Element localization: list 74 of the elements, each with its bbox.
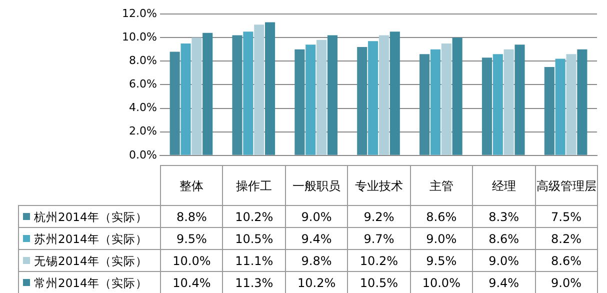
data-label: 10.5%: [222, 227, 286, 250]
bar: [378, 35, 389, 155]
bar: [555, 58, 566, 155]
bar: [180, 43, 191, 155]
data-label: 10.2%: [284, 271, 348, 293]
data-label: 9.0%: [534, 271, 598, 293]
bar: [265, 22, 276, 155]
bar: [390, 32, 400, 155]
data-label: 11.1%: [222, 249, 286, 272]
data-label: 9.0%: [284, 205, 348, 228]
legend-label: 苏州2014年（实际）: [34, 232, 148, 246]
x-tick-label: 操作工: [222, 165, 286, 206]
bar: [306, 44, 316, 155]
bar: [504, 49, 514, 155]
y-tick-label: 10.0%: [122, 30, 157, 44]
data-label: 10.0%: [160, 249, 224, 272]
data-label: 9.8%: [284, 249, 348, 272]
bar: [294, 49, 305, 155]
bar: [482, 58, 492, 155]
bar: [430, 49, 440, 155]
data-label: 9.4%: [284, 227, 348, 250]
y-tick-label: 6.0%: [129, 78, 157, 91]
bar: [243, 32, 254, 155]
x-tick-label: 经理: [472, 165, 536, 206]
data-label: 9.5%: [410, 249, 474, 272]
bar: [170, 52, 180, 155]
data-label: 10.2%: [347, 249, 411, 272]
x-tick-label: 一般职员: [284, 165, 348, 206]
data-label: 9.7%: [347, 227, 411, 250]
bar: [566, 54, 576, 155]
bar: [577, 49, 588, 155]
y-tick-label: 0.0%: [129, 148, 157, 162]
x-tick-label: 专业技术: [347, 165, 411, 206]
data-label: 8.6%: [534, 249, 598, 272]
x-tick-label: 整体: [160, 165, 224, 206]
x-tick-label: 高级管理层: [534, 165, 598, 206]
bar: [492, 54, 503, 155]
y-tick-label: 4.0%: [129, 101, 157, 114]
bar: [368, 41, 378, 155]
data-label: 9.0%: [410, 227, 474, 250]
legend-label: 无锡2014年（实际）: [34, 254, 148, 268]
data-label: 8.6%: [472, 227, 536, 250]
bar: [232, 35, 242, 155]
data-label: 8.6%: [410, 205, 474, 228]
bar: [441, 43, 452, 155]
data-label: 8.2%: [534, 227, 598, 250]
bar: [316, 40, 327, 155]
bar: [514, 44, 525, 155]
x-tick-label: 主管: [410, 165, 474, 206]
data-label: 10.2%: [222, 205, 286, 228]
bar: [357, 46, 368, 155]
data-label: 11.3%: [222, 271, 286, 293]
bar: [327, 35, 338, 155]
y-tick-label: 2.0%: [129, 124, 157, 138]
data-label: 9.4%: [472, 271, 536, 293]
y-tick-label: 12.0%: [122, 6, 157, 20]
data-label: 7.5%: [534, 205, 598, 228]
data-label: 10.0%: [410, 271, 474, 293]
bar: [192, 38, 202, 155]
legend-label: 杭州2014年（实际）: [34, 210, 148, 224]
legend-label: 常州2014年（实际）: [34, 276, 148, 290]
data-label: 9.0%: [472, 249, 536, 272]
bar: [420, 54, 430, 155]
bar: [544, 67, 554, 155]
data-label: 10.4%: [160, 271, 224, 293]
data-label: 8.8%: [160, 205, 224, 228]
data-label: 8.3%: [472, 205, 536, 228]
data-label: 9.2%: [347, 205, 411, 228]
data-label: 9.5%: [160, 227, 224, 250]
y-tick-label: 8.0%: [129, 54, 157, 67]
bar: [452, 38, 462, 155]
bar: [202, 32, 213, 155]
data-label: 10.5%: [347, 271, 411, 293]
bar: [254, 24, 264, 155]
